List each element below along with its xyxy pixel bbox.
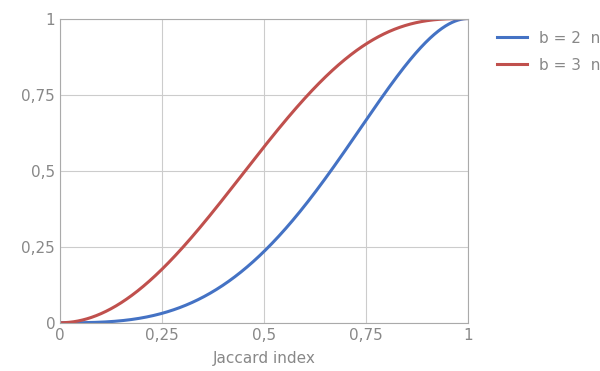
- b = 2  n = 3: [337, 155, 344, 160]
- b = 2  n = 3: [56, 321, 64, 325]
- b = 2  n = 3: [221, 282, 229, 286]
- b = 2  n = 3: [236, 271, 243, 275]
- b = 3  n = 2: [464, 16, 472, 21]
- b = 3  n = 2: [374, 35, 382, 39]
- b = 3  n = 2: [221, 194, 229, 199]
- Legend: b = 2  n = 3, b = 3  n = 2: b = 2 n = 3, b = 3 n = 2: [492, 26, 600, 78]
- b = 2  n = 3: [382, 90, 389, 95]
- b = 2  n = 3: [464, 16, 472, 21]
- b = 3  n = 2: [337, 61, 344, 66]
- X-axis label: Jaccard index: Jaccard index: [212, 351, 316, 366]
- b = 3  n = 2: [56, 321, 64, 325]
- b = 3  n = 2: [236, 175, 243, 180]
- b = 3  n = 2: [382, 31, 389, 35]
- b = 2  n = 3: [374, 101, 382, 105]
- b = 3  n = 2: [98, 311, 105, 316]
- Line: b = 3  n = 2: b = 3 n = 2: [60, 19, 468, 323]
- Line: b = 2  n = 3: b = 2 n = 3: [60, 19, 468, 323]
- b = 2  n = 3: [98, 320, 105, 324]
